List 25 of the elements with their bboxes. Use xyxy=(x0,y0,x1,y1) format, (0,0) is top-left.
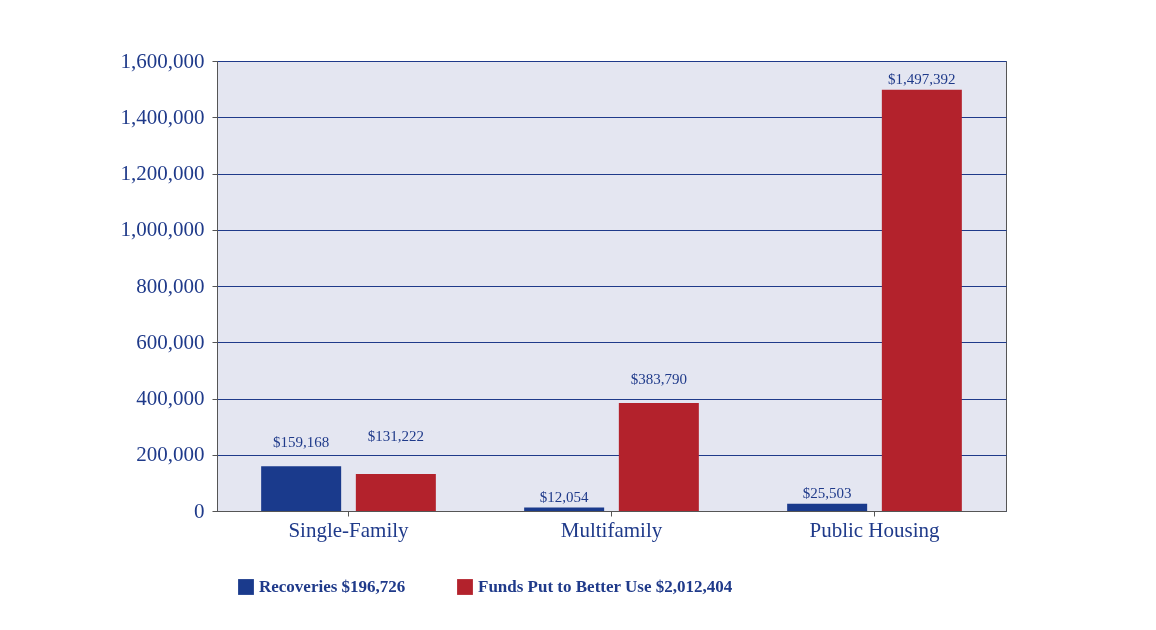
data-label: $131,222 xyxy=(367,428,424,445)
x-tick-label: Single-Family xyxy=(288,517,410,542)
bar xyxy=(787,503,868,511)
data-label: $1,497,392 xyxy=(888,70,956,87)
y-tick-label: 0 xyxy=(194,498,205,523)
legend-label: Funds Put to Better Use $2,012,404 xyxy=(478,577,733,596)
y-tick-label: 600,000 xyxy=(136,329,205,354)
y-tick-label: 1,200,000 xyxy=(120,161,205,185)
x-tick-label: Public Housing xyxy=(809,517,941,542)
data-label: $25,503 xyxy=(802,484,852,501)
y-tick-label: 400,000 xyxy=(136,386,205,410)
y-tick-label: 200,000 xyxy=(136,442,205,467)
bar xyxy=(355,474,436,511)
bar xyxy=(881,89,962,511)
y-tick-label: 1,600,000 xyxy=(120,48,205,73)
legend-label: Recoveries $196,726 xyxy=(259,577,406,596)
y-tick-label: 1,400,000 xyxy=(120,104,205,129)
data-label: $383,790 xyxy=(630,371,687,388)
y-tick-label: 1,000,000 xyxy=(120,217,205,242)
x-tick-label: Multifamily xyxy=(560,517,663,542)
data-label: $159,168 xyxy=(273,434,330,451)
y-tick-label: 800,000 xyxy=(136,273,205,298)
data-label: $12,054 xyxy=(539,488,590,505)
bar xyxy=(618,403,699,511)
bar xyxy=(261,466,342,511)
